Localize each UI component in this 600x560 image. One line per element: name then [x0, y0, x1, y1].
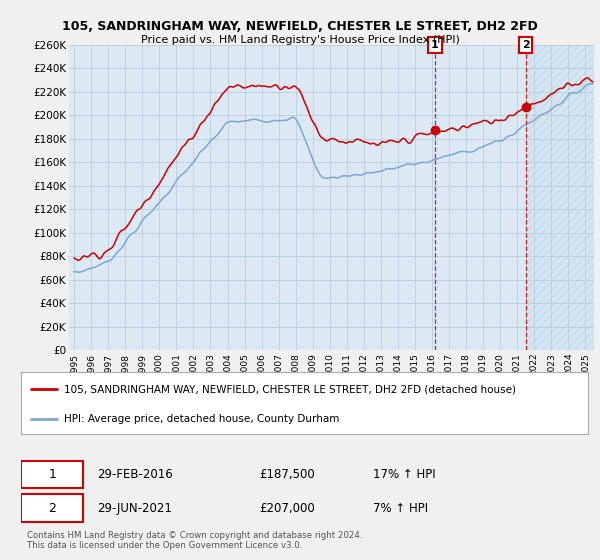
Text: 105, SANDRINGHAM WAY, NEWFIELD, CHESTER LE STREET, DH2 2FD (detached house): 105, SANDRINGHAM WAY, NEWFIELD, CHESTER … — [64, 384, 515, 394]
Text: Contains HM Land Registry data © Crown copyright and database right 2024.
This d: Contains HM Land Registry data © Crown c… — [26, 531, 362, 550]
Text: 2: 2 — [522, 40, 530, 50]
FancyBboxPatch shape — [21, 494, 83, 522]
Text: £207,000: £207,000 — [259, 502, 315, 515]
FancyBboxPatch shape — [21, 461, 83, 488]
Text: 2: 2 — [48, 502, 56, 515]
Text: 29-JUN-2021: 29-JUN-2021 — [98, 502, 172, 515]
Text: 105, SANDRINGHAM WAY, NEWFIELD, CHESTER LE STREET, DH2 2FD: 105, SANDRINGHAM WAY, NEWFIELD, CHESTER … — [62, 20, 538, 32]
Text: 1: 1 — [48, 468, 56, 481]
Text: 29-FEB-2016: 29-FEB-2016 — [98, 468, 173, 481]
Text: HPI: Average price, detached house, County Durham: HPI: Average price, detached house, Coun… — [64, 414, 339, 423]
Text: Price paid vs. HM Land Registry's House Price Index (HPI): Price paid vs. HM Land Registry's House … — [140, 35, 460, 45]
Text: 17% ↑ HPI: 17% ↑ HPI — [373, 468, 435, 481]
Text: 7% ↑ HPI: 7% ↑ HPI — [373, 502, 428, 515]
Text: £187,500: £187,500 — [259, 468, 315, 481]
Text: 1: 1 — [431, 40, 439, 50]
